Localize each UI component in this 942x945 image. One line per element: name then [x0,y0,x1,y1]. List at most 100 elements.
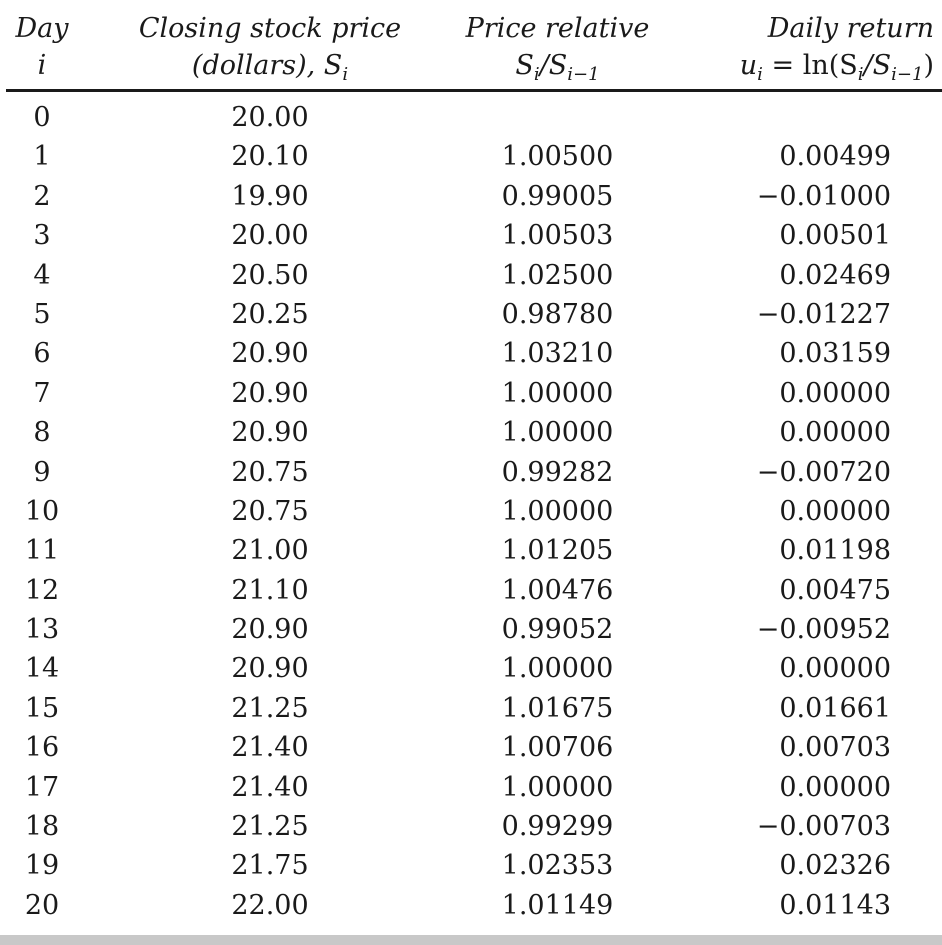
price-cell: 20.00 [231,102,309,133]
table-body: 0 20.00 1 20.10 1.00500 0.00499 2 19.90 0.99005−… [0,98,942,925]
price-relative-cell: 0.99005 [501,180,614,212]
header-rule [6,89,942,92]
day-cell: 1 [33,141,51,173]
price-cell: 20.90 [231,377,309,409]
price-cell: 20.90 [231,614,309,646]
header-relative-slash-s: /S [539,50,568,81]
daily-return-cell: 0.00703 [779,732,891,764]
header-day-line1: Day [15,13,69,44]
day-cell: 0 [33,102,51,133]
price-cell: 21.75 [231,850,309,882]
price-relative-cell: 1.01205 [501,535,614,567]
header-price-subscript: i [342,64,349,85]
header-daily-return: Daily return ui = ln(Si/Si−1) [700,10,942,93]
price-relative-cell: 1.00000 [501,771,614,803]
daily-return-cell: −0.00952 [756,614,891,646]
price-cell: 19.90 [231,180,309,212]
price-relative-cell: 1.00476 [501,574,614,606]
price-relative-cell: 1.00503 [501,220,614,252]
price-relative-cell: 1.02500 [501,259,614,291]
header-return-ln: ln(S [802,50,858,81]
table-row: 4 20.50 1.02500 0.02469 [0,256,942,295]
bottom-bar [0,935,942,945]
header-return-sub-i: i [757,64,763,85]
table-header: Day i Closing stock price (dollars), Si … [0,0,942,90]
price-relative-cell: 0.98780 [501,298,614,330]
header-price-line1: Closing stock price [138,13,402,44]
price-relative-cell: 1.00000 [501,377,614,409]
day-cell: 5 [33,298,51,330]
daily-return-cell: 0.00000 [779,495,891,527]
price-relative-cell: 1.00000 [501,495,614,527]
daily-return-cell: 0.00475 [779,574,891,606]
day-cell: 8 [33,417,51,449]
daily-return-cell: 0.01198 [779,535,891,567]
table-row: 12 21.10 1.00476 0.00475 [0,571,942,610]
day-cell: 6 [33,338,51,370]
price-cell: 21.00 [231,535,309,567]
price-cell: 21.40 [231,732,309,764]
table-row: 3 20.00 1.00503 0.00501 [0,216,942,255]
day-cell: 9 [33,456,51,488]
header-return-line1: Daily return [767,13,934,44]
day-cell: 15 [24,692,60,724]
day-cell: 17 [24,771,60,803]
daily-return-cell: 0.00000 [779,771,891,803]
price-relative-cell: 1.03210 [501,338,614,370]
day-cell: 3 [33,220,51,252]
daily-return-cell: 0.01661 [779,692,891,724]
header-relative-sub-i-1: i−1 [567,64,600,85]
table-row: 13 20.90 0.99052 −0.00952 [0,610,942,649]
price-relative-cell: 0.99052 [501,614,614,646]
table-row: 1 20.10 1.00500 0.00499 [0,137,942,176]
header-price-relative: Price relative Si/Si−1 [445,10,670,93]
table-row: 17 21.40 1.00000 0.00000 [0,768,942,807]
daily-return-cell: 0.03159 [779,338,891,370]
table-row: 10 20.75 1.00000 0.00000 [0,492,942,531]
price-cell: 20.25 [231,298,309,330]
header-relative-s: S [515,50,534,81]
header-return-slash-s: /S [863,50,892,81]
day-cell: 2 [33,180,51,212]
header-return-line2: ui = ln(Si/Si−1) [700,47,934,93]
daily-return-cell: 0.01143 [779,889,891,921]
table-row: 8 20.90 1.00000 0.00000 [0,413,942,452]
daily-return-cell: 0.00000 [779,417,891,449]
table-row: 0 20.00 [0,98,942,137]
table-row: 5 20.25 0.98780 −0.01227 [0,295,942,334]
table-row: 16 21.40 1.00706 0.00703 [0,728,942,767]
day-cell: 11 [24,535,60,567]
table-row: 7 20.90 1.00000 0.00000 [0,374,942,413]
daily-return-cell: −0.01227 [756,298,891,330]
header-return-equals: = [762,50,803,81]
price-cell: 20.10 [231,141,309,173]
price-cell: 20.75 [231,495,309,527]
header-day: Day i [0,10,84,84]
price-cell: 20.90 [231,338,309,370]
header-price-line2: (dollars), Si [120,47,420,93]
price-cell: 20.90 [231,653,309,685]
price-cell: 22.00 [231,889,309,921]
day-cell: 16 [24,732,60,764]
daily-return-cell: 0.00000 [779,377,891,409]
day-cell: 14 [24,653,60,685]
price-relative-cell: 1.01149 [501,889,614,921]
price-cell: 20.00 [231,220,309,252]
day-cell: 12 [24,574,60,606]
price-relative-cell: 0.99299 [501,811,614,843]
table-row: 2 19.90 0.99005 −0.01000 [0,177,942,216]
table-row: 14 20.90 1.00000 0.00000 [0,649,942,688]
table-row: 18 21.25 0.99299 −0.00703 [0,807,942,846]
day-cell: 20 [24,889,60,921]
daily-return-cell: 0.02469 [779,259,891,291]
price-cell: 21.40 [231,771,309,803]
price-cell: 21.25 [231,692,309,724]
header-return-sub-i-1: i−1 [891,64,924,85]
price-cell: 20.75 [231,456,309,488]
header-return-u: u [739,50,758,81]
day-cell: 19 [24,850,60,882]
price-relative-cell: 0.99282 [501,456,614,488]
header-return-close-paren: ) [923,50,934,81]
header-relative-line2: Si/Si−1 [445,47,670,93]
